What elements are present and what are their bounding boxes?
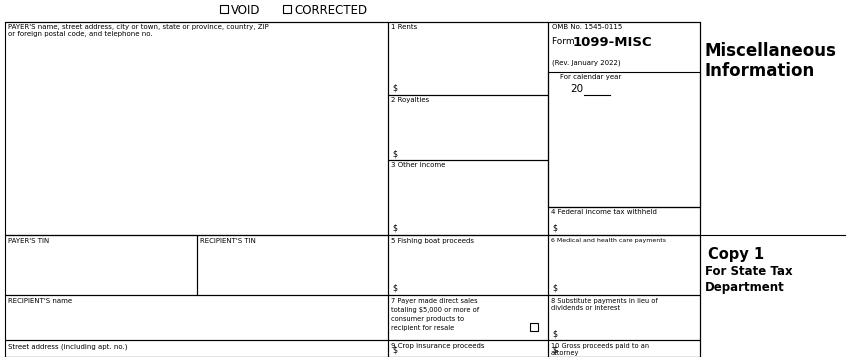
Text: (Rev. January 2022): (Rev. January 2022)	[552, 60, 620, 66]
Bar	[388, 340, 548, 357]
Bar	[530, 323, 538, 331]
Text: totaling $5,000 or more of: totaling $5,000 or more of	[391, 307, 479, 313]
Text: 7 Payer made direct sales: 7 Payer made direct sales	[391, 298, 478, 304]
Text: 2 Royalties: 2 Royalties	[391, 97, 429, 103]
Text: 20: 20	[570, 84, 583, 94]
Text: 1099-MISC: 1099-MISC	[573, 36, 653, 49]
Text: 3 Other income: 3 Other income	[391, 162, 445, 168]
Text: VOID: VOID	[231, 4, 260, 17]
Text: Information: Information	[705, 62, 815, 80]
Bar	[388, 95, 548, 160]
Text: For calendar year: For calendar year	[560, 74, 621, 80]
Bar	[388, 295, 548, 340]
Text: $: $	[392, 149, 397, 158]
Text: 1 Rents: 1 Rents	[391, 24, 417, 30]
Text: $: $	[392, 346, 397, 355]
Text: $: $	[392, 224, 397, 233]
Text: $: $	[552, 329, 557, 338]
Bar	[5, 340, 388, 357]
Bar	[388, 235, 548, 295]
Text: recipient for resale: recipient for resale	[391, 325, 454, 331]
Bar	[5, 235, 197, 295]
Text: 6 Medical and health care payments: 6 Medical and health care payments	[551, 238, 666, 243]
Text: OMB No. 1545-0115: OMB No. 1545-0115	[552, 24, 622, 30]
Text: Street address (including apt. no.): Street address (including apt. no.)	[8, 343, 128, 350]
Text: 4 Federal income tax withheld: 4 Federal income tax withheld	[551, 209, 657, 215]
Bar	[283, 5, 291, 13]
Text: RECIPIENT'S TIN: RECIPIENT'S TIN	[200, 238, 256, 244]
Text: $: $	[552, 346, 557, 355]
Text: $: $	[392, 84, 397, 93]
Text: 8 Substitute payments in lieu of
dividends or interest: 8 Substitute payments in lieu of dividen…	[551, 298, 658, 311]
Text: Department: Department	[705, 281, 785, 294]
Text: 9 Crop insurance proceeds: 9 Crop insurance proceeds	[391, 343, 484, 349]
Bar	[548, 295, 700, 340]
Bar	[5, 295, 388, 340]
Bar	[548, 207, 700, 235]
Text: PAYER'S name, street address, city or town, state or province, country, ZIP
or f: PAYER'S name, street address, city or to…	[8, 24, 269, 37]
Bar	[548, 235, 700, 295]
Text: 5 Fishing boat proceeds: 5 Fishing boat proceeds	[391, 238, 474, 244]
Text: $: $	[552, 224, 557, 233]
Text: $: $	[552, 284, 557, 293]
Bar	[548, 340, 700, 357]
Text: RECIPIENT'S name: RECIPIENT'S name	[8, 298, 72, 304]
Text: Copy 1: Copy 1	[708, 247, 764, 262]
Text: $: $	[392, 284, 397, 293]
Text: CORRECTED: CORRECTED	[294, 4, 367, 17]
Text: consumer products to: consumer products to	[391, 316, 464, 322]
Bar	[548, 22, 700, 207]
Bar	[5, 22, 388, 235]
Text: 10 Gross proceeds paid to an
attorney: 10 Gross proceeds paid to an attorney	[551, 343, 649, 356]
Text: Miscellaneous: Miscellaneous	[705, 42, 837, 60]
Text: Form: Form	[552, 37, 577, 46]
Bar	[388, 22, 548, 95]
Bar	[220, 5, 228, 13]
Bar	[388, 160, 548, 235]
Bar	[197, 235, 388, 295]
Text: PAYER'S TIN: PAYER'S TIN	[8, 238, 49, 244]
Text: For State Tax: For State Tax	[705, 265, 792, 278]
Bar	[548, 72, 700, 207]
